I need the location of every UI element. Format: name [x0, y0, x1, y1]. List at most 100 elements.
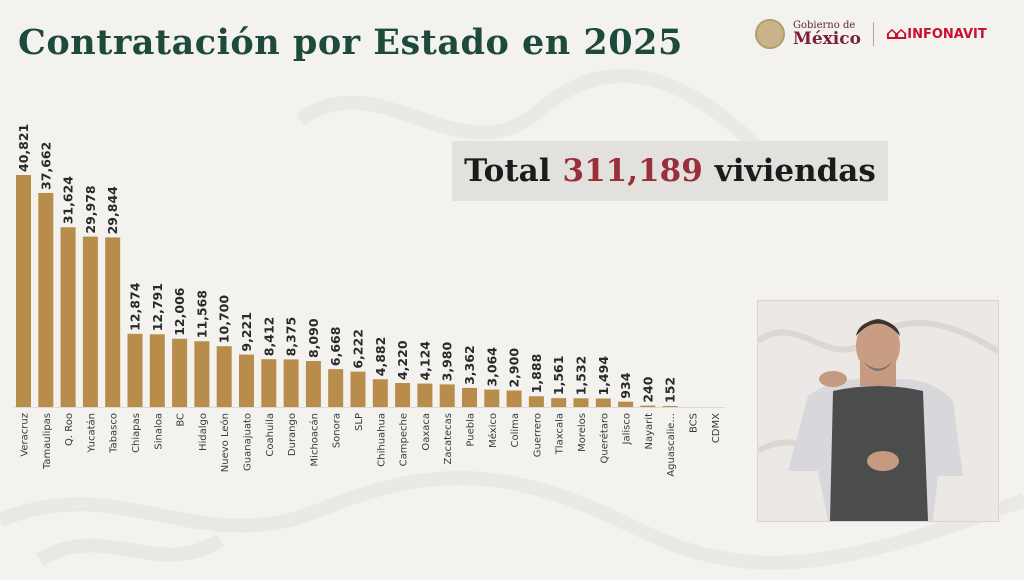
value-label-29: 152: [663, 377, 678, 403]
value-label-15: 6,222: [351, 329, 366, 369]
category-label-31: CDMX: [711, 413, 722, 443]
bar-13: [305, 361, 321, 407]
interpreter-figure: [758, 301, 998, 521]
bar-0: [16, 175, 31, 407]
value-label-22: 2,900: [507, 348, 522, 388]
category-label-15: SLP: [354, 413, 365, 431]
logo-divider: [872, 22, 874, 46]
bar-26: [595, 398, 611, 407]
value-label-23: 1,888: [529, 354, 544, 394]
bar-6: [149, 334, 165, 407]
category-label-19: Zacatecas: [443, 413, 454, 465]
bar-27: [618, 401, 634, 407]
bar-20: [462, 387, 477, 407]
value-label-6: 12,791: [150, 283, 165, 331]
value-label-2: 31,624: [61, 176, 76, 225]
value-label-18: 4,124: [417, 341, 432, 381]
value-label-3: 29,978: [83, 185, 98, 233]
category-label-2: Q. Roo: [64, 413, 75, 446]
category-label-21: México: [487, 413, 499, 448]
category-label-5: Chiapas: [131, 413, 142, 453]
value-label-13: 8,090: [306, 318, 321, 358]
value-label-27: 934: [618, 372, 633, 398]
value-label-7: 12,006: [172, 287, 187, 336]
total-prefix: Total: [464, 153, 551, 189]
category-label-27: Jalisco: [622, 413, 633, 445]
bar-7: [172, 338, 188, 407]
value-label-14: 6,668: [328, 327, 343, 367]
value-label-0: 40,821: [16, 124, 31, 172]
bar-5: [127, 333, 143, 407]
category-label-26: Querétaro: [598, 413, 610, 463]
value-label-21: 3,064: [484, 347, 499, 387]
category-label-4: Tabasco: [109, 413, 120, 454]
total-value: 311,189: [562, 153, 703, 189]
category-label-18: Oaxaca: [421, 413, 432, 451]
bar-8: [194, 341, 210, 407]
value-label-11: 8,412: [261, 317, 276, 357]
bar-3: [82, 236, 98, 407]
bar-10: [239, 354, 254, 407]
value-label-12: 8,375: [284, 317, 299, 357]
value-label-8: 11,568: [194, 290, 209, 338]
category-label-10: Guanajuato: [243, 413, 254, 471]
bar-22: [506, 390, 522, 407]
category-label-9: Nuevo León: [219, 413, 231, 472]
category-label-11: Coahuila: [265, 413, 276, 457]
category-label-28: Nayarit: [644, 413, 655, 450]
value-label-24: 1,561: [551, 356, 566, 396]
bar-18: [417, 383, 433, 407]
total-banner: Total 311,189 viviendas: [452, 141, 888, 201]
category-label-14: Sonora: [332, 413, 343, 448]
value-label-9: 10,700: [217, 295, 232, 344]
bar-1: [38, 192, 54, 407]
bar-24: [551, 398, 567, 407]
bar-19: [439, 384, 455, 407]
category-label-16: Chihuahua: [376, 413, 387, 467]
category-label-1: Tamaulipas: [42, 413, 53, 470]
page-title: Contratación por Estado en 2025: [18, 22, 683, 63]
category-label-25: Morelos: [577, 413, 588, 452]
category-label-13: Michoacán: [308, 413, 320, 466]
bar-15: [350, 371, 366, 407]
category-label-3: Yucatán: [85, 413, 97, 453]
bar-16: [372, 379, 388, 407]
gobierno-de-mexico-logo: Gobierno de México: [793, 19, 861, 49]
header-logos: Gobierno de México ⌂⌂ INFONAVIT: [755, 16, 987, 52]
value-label-26: 1,494: [596, 356, 611, 396]
category-label-17: Campeche: [399, 413, 410, 466]
value-label-1: 37,662: [38, 142, 53, 190]
category-label-6: Sinaloa: [153, 413, 164, 450]
bar-12: [283, 359, 299, 407]
bar-21: [484, 389, 500, 407]
bar-23: [528, 396, 544, 407]
infonavit-logo: ⌂⌂ INFONAVIT: [885, 24, 987, 44]
mexico-seal-icon: [755, 19, 785, 49]
value-label-4: 29,844: [105, 186, 120, 235]
bar-29: [662, 406, 678, 407]
value-label-28: 240: [640, 376, 655, 402]
category-label-29: Aguascalie...: [666, 413, 677, 477]
category-label-8: Hidalgo: [198, 413, 209, 451]
category-label-0: Veracruz: [20, 413, 31, 457]
category-label-24: Tlaxcala: [555, 413, 566, 455]
value-label-16: 4,882: [373, 337, 388, 377]
bar-11: [261, 359, 277, 407]
bar-4: [105, 237, 121, 407]
value-label-20: 3,362: [462, 345, 477, 385]
value-label-25: 1,532: [574, 356, 589, 396]
category-label-20: Puebla: [466, 413, 477, 447]
value-label-17: 4,220: [395, 340, 410, 380]
value-label-5: 12,874: [128, 282, 143, 331]
infonavit-houses-icon: ⌂⌂: [885, 24, 907, 44]
category-label-7: BC: [176, 413, 187, 427]
category-label-23: Guerrero: [532, 413, 543, 457]
bar-14: [328, 369, 344, 407]
bar-9: [216, 346, 232, 407]
bar-2: [60, 227, 76, 407]
category-label-12: Durango: [287, 413, 298, 456]
category-label-30: BCS: [689, 413, 700, 433]
value-label-19: 3,980: [440, 342, 455, 382]
value-label-10: 9,221: [239, 312, 254, 352]
